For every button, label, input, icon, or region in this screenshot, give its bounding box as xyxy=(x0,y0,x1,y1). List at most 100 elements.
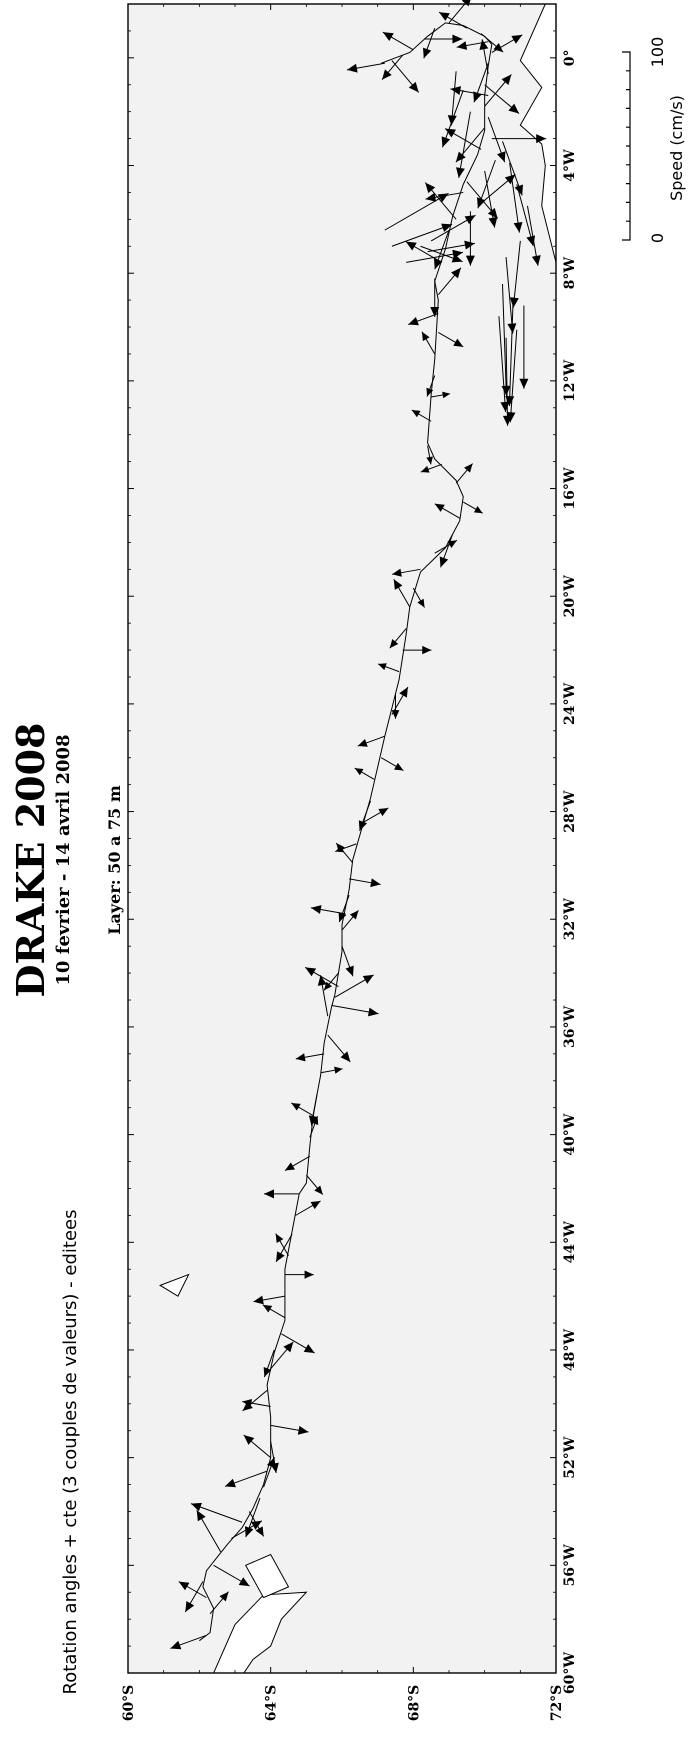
current-vector xyxy=(526,205,541,266)
current-vector xyxy=(509,162,523,233)
vector-shaft xyxy=(458,111,471,178)
vector-head xyxy=(251,1520,262,1530)
lon-label: 52°W xyxy=(562,1436,578,1478)
current-vector xyxy=(431,391,451,399)
current-vector xyxy=(308,1094,318,1126)
current-vector xyxy=(335,843,357,853)
vector-head xyxy=(354,768,364,776)
vector-head xyxy=(514,184,524,196)
vector-head xyxy=(308,1115,318,1126)
current-vector xyxy=(465,211,475,266)
current-vector xyxy=(448,0,471,24)
current-vector xyxy=(406,249,464,263)
current-vector xyxy=(244,1497,261,1538)
current-vector xyxy=(382,31,414,51)
vector-head xyxy=(393,579,403,590)
current-vector xyxy=(491,134,547,144)
vector-head xyxy=(225,1478,236,1488)
lat-label: 60°S xyxy=(121,1685,137,1722)
current-vector xyxy=(392,568,421,577)
current-vector xyxy=(456,41,489,50)
vector-head xyxy=(437,193,449,203)
current-vector xyxy=(317,975,329,1017)
current-vector xyxy=(270,1424,309,1435)
vector-head xyxy=(493,43,504,53)
vector-head xyxy=(275,1233,284,1243)
vector-head xyxy=(425,192,437,202)
lon-label: 0° xyxy=(562,49,578,66)
lon-label: 44°W xyxy=(562,1221,578,1263)
vector-head xyxy=(408,81,419,93)
vector-head xyxy=(441,223,453,233)
current-vector xyxy=(479,39,489,75)
vector-head xyxy=(507,323,517,334)
lat-label: 68°S xyxy=(406,1685,422,1722)
vector-head xyxy=(170,1640,182,1650)
current-vector xyxy=(384,192,449,231)
current-vector xyxy=(295,1053,325,1062)
current-vector xyxy=(484,74,512,107)
vector-head xyxy=(392,568,402,577)
current-vector xyxy=(295,1200,321,1216)
vector-head xyxy=(382,69,392,80)
vector-head xyxy=(219,1591,229,1602)
vector-head xyxy=(465,255,475,266)
vector-head xyxy=(178,1581,190,1591)
land-polygon-0 xyxy=(213,1591,308,1673)
vector-head xyxy=(452,34,463,44)
current-vector xyxy=(484,170,498,228)
current-vector xyxy=(341,910,359,931)
current-vector xyxy=(334,974,374,998)
vector-head xyxy=(314,1185,323,1195)
vector-head xyxy=(464,240,475,250)
vector-head xyxy=(191,1502,202,1512)
vector-head xyxy=(473,506,483,514)
current-vector xyxy=(391,223,453,247)
vector-head xyxy=(283,1341,294,1353)
current-vector xyxy=(275,1233,293,1263)
vector-head xyxy=(310,905,322,914)
current-vector xyxy=(480,33,504,53)
vector-head xyxy=(420,465,430,473)
current-vector xyxy=(338,894,350,923)
current-vector xyxy=(450,86,489,97)
lon-label: 12°W xyxy=(562,359,578,401)
vector-head xyxy=(422,645,432,655)
current-vector xyxy=(346,62,385,73)
current-vector xyxy=(463,501,483,514)
current-vector xyxy=(516,184,536,247)
vector-head xyxy=(394,762,404,771)
current-vector xyxy=(320,1066,343,1074)
vector-head xyxy=(291,1102,301,1111)
lon-label: 4°W xyxy=(562,149,578,182)
vector-head xyxy=(477,197,486,209)
current-vector xyxy=(480,174,516,204)
current-vector xyxy=(424,182,457,220)
current-vector xyxy=(391,693,400,719)
lon-label: 40°W xyxy=(562,1113,578,1155)
axis-ticks xyxy=(127,4,557,1674)
vector-shaft xyxy=(391,223,453,247)
land-polygon-1 xyxy=(244,1553,290,1599)
current-vector xyxy=(358,800,372,832)
vector-head xyxy=(456,41,468,50)
current-vector xyxy=(184,1581,204,1613)
vector-head xyxy=(450,86,462,96)
vector-head xyxy=(513,222,523,233)
lat-label: 64°S xyxy=(264,1685,280,1722)
current-vector xyxy=(412,587,425,608)
current-vector xyxy=(405,241,443,263)
vector-shaft xyxy=(526,205,539,266)
lon-label: 60°W xyxy=(562,1652,578,1694)
vector-head xyxy=(378,663,387,671)
vector-head xyxy=(196,1510,206,1522)
current-vector xyxy=(430,278,440,317)
vector-head xyxy=(452,249,463,259)
current-vector xyxy=(270,1341,294,1370)
current-vector xyxy=(196,1510,222,1553)
vector-head xyxy=(497,151,506,163)
current-vector xyxy=(447,71,457,126)
vector-head xyxy=(439,12,450,21)
current-vector xyxy=(354,767,375,780)
